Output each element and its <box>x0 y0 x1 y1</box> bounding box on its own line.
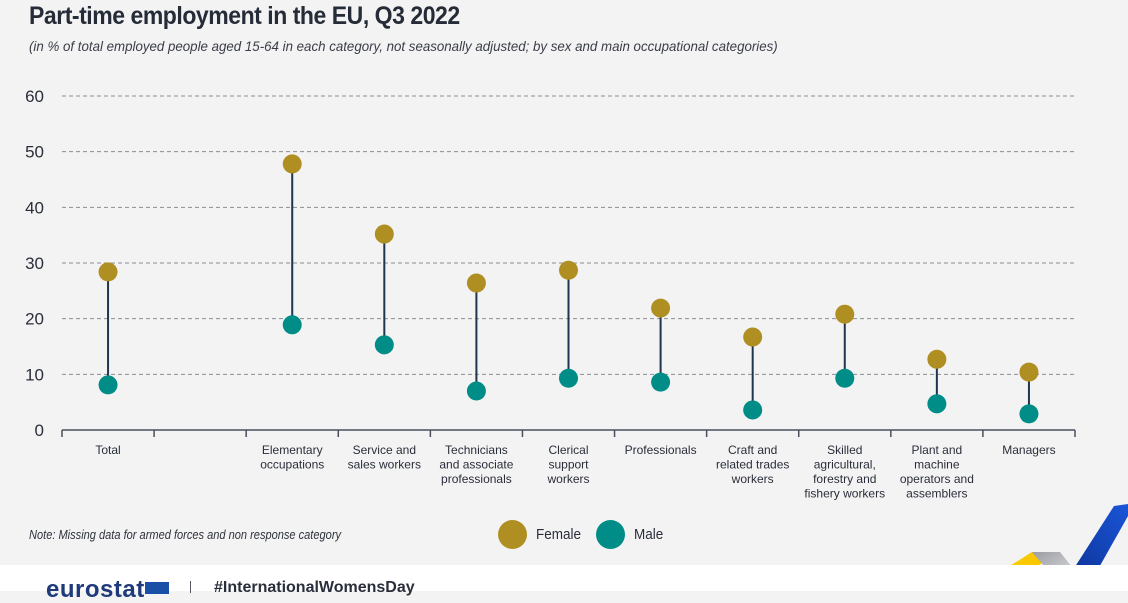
eu-flag-icon <box>145 582 169 594</box>
x-tick-label-line: workers <box>546 472 589 486</box>
x-tick-label-line: Plant and <box>912 443 963 457</box>
y-tick-label: 10 <box>25 365 44 384</box>
x-tick-label-line: fishery workers <box>804 487 885 501</box>
x-axis-labels: Total Elementary occupations Service and sal… <box>95 443 1055 501</box>
female-point <box>559 260 578 280</box>
x-tick-label: Managers <box>1002 443 1055 457</box>
male-point <box>743 400 763 420</box>
legend-label-female: Female <box>536 526 582 543</box>
x-tick-label: Craft and related trades workers <box>716 443 789 486</box>
x-tick-label-line: Technicians <box>445 443 508 457</box>
x-tick-label-line: Elementary <box>262 443 323 457</box>
x-tick-label-line: professionals <box>441 472 512 486</box>
x-tick-label-line: Managers <box>1002 443 1055 457</box>
x-tick-label: Skilled agricultural, forestry and fishery … <box>804 443 885 501</box>
x-tick-label-line: support <box>548 458 589 472</box>
x-tick-label-line: related trades <box>716 458 789 472</box>
x-tick-label-line: sales workers <box>348 458 421 472</box>
y-tick-label: 0 <box>35 421 44 440</box>
x-tick-label-line: workers <box>731 472 774 486</box>
legend-swatch-male <box>596 520 626 549</box>
x-tick-label-line: Professionals <box>625 443 697 457</box>
x-tick-label: Plant and machine operators and assemblers <box>900 443 974 501</box>
male-point <box>1019 404 1039 424</box>
female-point <box>282 154 302 174</box>
female-point <box>98 262 118 282</box>
female-point <box>927 349 947 369</box>
female-point <box>466 273 486 293</box>
x-tick-label: Technicians and associate professionals <box>439 443 513 486</box>
x-tick-label: Professionals <box>625 443 697 457</box>
male-point <box>374 335 394 355</box>
footnote: Note: Missing data for armed forces and … <box>29 527 342 542</box>
x-tick-label-line: Total <box>95 443 120 457</box>
female-point <box>1019 362 1039 382</box>
male-point <box>651 372 671 392</box>
male-point <box>559 368 578 388</box>
legend: Female Male <box>498 520 677 549</box>
y-tick-label: 60 <box>25 87 44 106</box>
male-point <box>835 368 855 388</box>
footer-bar: eurostat #InternationalWomensDay <box>0 565 1128 602</box>
legend-item-male: Male <box>596 520 667 549</box>
female-point <box>651 298 671 318</box>
data-marks <box>98 154 1039 424</box>
x-tick-label-line: machine <box>914 458 960 472</box>
x-tick-label-line: operators and <box>900 472 974 486</box>
y-tick-label: 40 <box>25 198 44 217</box>
x-tick-label: Elementary occupations <box>260 443 324 472</box>
x-axis <box>61 429 1076 437</box>
x-tick-label-line: agricultural, <box>814 458 876 472</box>
x-tick-label-line: assemblers <box>906 487 967 501</box>
chart-title: Part-time employment in the EU, Q3 2022 <box>29 2 460 30</box>
female-point <box>743 327 763 347</box>
y-tick-label: 30 <box>25 254 44 273</box>
footer-separator <box>190 581 191 593</box>
legend-swatch-female <box>498 520 527 549</box>
footer-hashtag: #InternationalWomensDay <box>214 579 415 596</box>
x-tick-label-line: Skilled <box>827 443 862 457</box>
dumbbell-chart: 0 10 20 30 40 50 60 Total Elementary occupations… <box>25 87 1076 501</box>
y-tick-label: 20 <box>25 310 44 329</box>
x-tick-label: Clerical support workers <box>546 443 589 486</box>
x-tick-label-line: Service and <box>353 443 416 457</box>
male-point <box>927 394 947 414</box>
female-point <box>835 304 855 324</box>
chart-subtitle: (in % of total employed people aged 15-6… <box>29 38 778 54</box>
x-tick-label-line: occupations <box>260 458 324 472</box>
y-axis-ticks: 0 10 20 30 40 50 60 <box>25 87 44 440</box>
male-point <box>98 375 118 395</box>
x-tick-label-line: forestry and <box>813 472 876 486</box>
x-tick-label-line: Craft and <box>728 443 777 457</box>
x-tick-label: Total <box>95 443 120 457</box>
male-point <box>282 315 302 335</box>
male-point <box>466 381 486 401</box>
x-tick-label-line: Clerical <box>548 443 588 457</box>
female-point <box>374 224 394 244</box>
legend-item-female: Female <box>498 520 586 549</box>
x-tick-label-line: and associate <box>439 458 513 472</box>
x-tick-label: Service and sales workers <box>348 443 421 472</box>
y-tick-label: 50 <box>25 143 44 162</box>
eurostat-logo: eurostat <box>46 576 145 603</box>
legend-label-male: Male <box>634 526 664 543</box>
